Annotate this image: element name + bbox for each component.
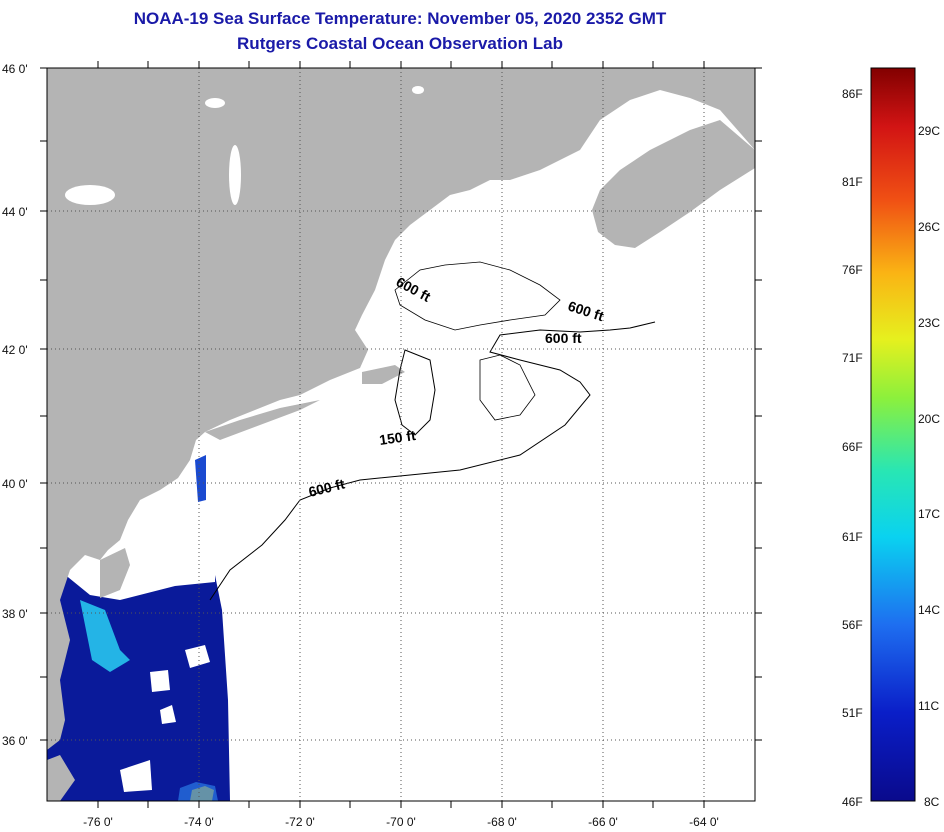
colorbar-c-label: 14C xyxy=(918,603,941,617)
cloud-patch xyxy=(160,705,176,724)
lat-label: 40 0' xyxy=(2,477,28,491)
contour-label: 600 ft xyxy=(545,330,582,346)
colorbar-c-label: 11C xyxy=(918,699,940,713)
contour-gulf-maine xyxy=(394,261,561,331)
cloud-patch xyxy=(185,645,210,668)
lat-label: 38 0' xyxy=(2,607,28,621)
colorbar-c-label: 29C xyxy=(918,124,941,138)
land-delmarva xyxy=(100,548,130,598)
sst-chesapeake xyxy=(80,600,130,672)
colorbar-f-label: 51F xyxy=(842,706,863,720)
lake xyxy=(412,86,424,94)
land-mainland xyxy=(47,68,755,750)
colorbar-f-label: 76F xyxy=(842,263,863,277)
contour-150ft xyxy=(394,349,436,436)
lon-label: -76 0' xyxy=(83,815,113,829)
contour-inner xyxy=(479,354,536,421)
colorbar-f-label: 46F xyxy=(842,795,863,809)
colorbar-f-label: 56F xyxy=(842,618,863,632)
lat-label: 36 0' xyxy=(2,734,28,748)
lon-label: -68 0' xyxy=(487,815,517,829)
contour-600ft xyxy=(209,321,656,601)
land-cape-cod xyxy=(362,365,405,384)
colorbar-c-label: 23C xyxy=(918,316,941,330)
lon-label: -72 0' xyxy=(285,815,315,829)
colorbar-c-label: 26C xyxy=(918,220,941,234)
lake xyxy=(65,185,115,205)
map-subtitle: Rutgers Coastal Ocean Observation Lab xyxy=(237,34,563,53)
colorbar-c-label: 20C xyxy=(918,412,941,426)
cloud-patch xyxy=(150,670,170,692)
colorbar-f-label: 61F xyxy=(842,530,863,544)
cloud-patch xyxy=(120,760,152,792)
sst-coastal-blue xyxy=(195,455,206,502)
lon-label: -64 0' xyxy=(689,815,719,829)
sst-mid-patch xyxy=(178,782,218,801)
colorbar-f-label: 86F xyxy=(842,87,863,101)
lon-label: -70 0' xyxy=(386,815,416,829)
land-long-island xyxy=(205,400,320,440)
lon-label: -66 0' xyxy=(588,815,618,829)
lat-label: 46 0' xyxy=(2,62,28,76)
map-title: NOAA-19 Sea Surface Temperature: Novembe… xyxy=(133,9,667,28)
colorbar-c-label: 8C xyxy=(924,795,940,809)
colorbar-c-label: 17C xyxy=(918,507,941,521)
lat-label: 42 0' xyxy=(2,343,28,357)
land-nova-scotia xyxy=(592,120,755,248)
lon-label: -74 0' xyxy=(184,815,214,829)
lake xyxy=(229,145,241,205)
lake xyxy=(205,98,225,108)
axis-ticks xyxy=(40,61,762,808)
colorbar-f-label: 71F xyxy=(842,351,863,365)
colorbar-f-label: 81F xyxy=(842,175,863,189)
colorbar-f-label: 66F xyxy=(842,440,863,454)
colorbar xyxy=(870,67,916,802)
land-outer-banks xyxy=(47,755,75,801)
contour-label: 150 ft xyxy=(378,427,417,448)
lat-label: 44 0' xyxy=(2,205,28,219)
